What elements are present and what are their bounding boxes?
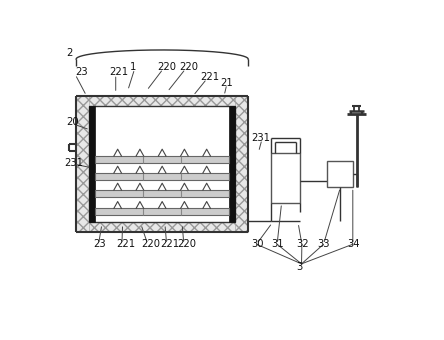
Bar xyxy=(95,190,229,197)
Text: 231: 231 xyxy=(64,157,83,168)
Text: 231: 231 xyxy=(251,133,270,143)
Text: 220: 220 xyxy=(142,239,161,249)
Text: 2: 2 xyxy=(66,48,72,57)
Text: 23: 23 xyxy=(93,239,106,249)
Text: 220: 220 xyxy=(179,62,198,72)
Bar xyxy=(235,96,248,232)
Bar xyxy=(89,106,95,222)
Text: 30: 30 xyxy=(251,239,263,249)
Text: 32: 32 xyxy=(297,239,309,249)
Text: 221: 221 xyxy=(160,239,179,249)
Text: 23: 23 xyxy=(75,67,88,77)
Text: 1: 1 xyxy=(130,62,136,72)
Text: 20: 20 xyxy=(67,117,79,127)
Text: 221: 221 xyxy=(117,239,136,249)
Bar xyxy=(76,96,89,232)
Bar xyxy=(95,208,229,215)
Text: 221: 221 xyxy=(109,67,128,77)
Text: 221: 221 xyxy=(200,72,219,82)
Bar xyxy=(95,156,229,163)
Text: 31: 31 xyxy=(272,239,284,249)
Text: 34: 34 xyxy=(347,239,360,249)
Bar xyxy=(95,173,229,180)
Text: 220: 220 xyxy=(157,62,176,72)
Bar xyxy=(327,161,353,187)
Text: 3: 3 xyxy=(297,262,303,272)
Bar xyxy=(76,96,248,106)
Text: 33: 33 xyxy=(318,239,330,249)
Bar xyxy=(229,106,235,222)
Text: 220: 220 xyxy=(178,239,197,249)
Text: 21: 21 xyxy=(221,78,234,88)
Bar xyxy=(76,222,248,232)
Bar xyxy=(270,153,300,203)
